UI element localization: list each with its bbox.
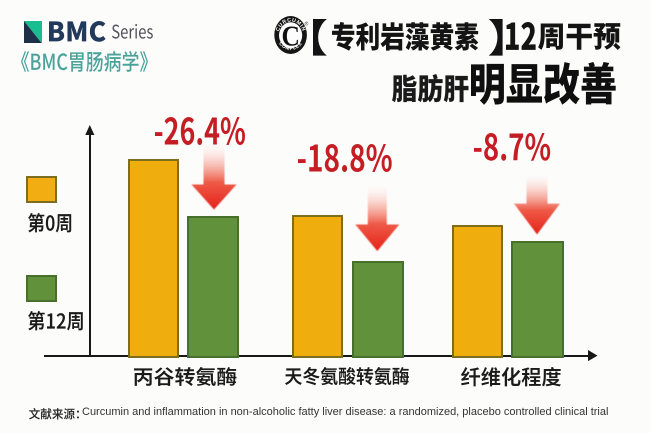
svg-text:C: C: [282, 20, 300, 52]
svg-text:COMPLEX: COMPLEX: [277, 41, 304, 52]
svg-text:®: ®: [305, 20, 309, 27]
